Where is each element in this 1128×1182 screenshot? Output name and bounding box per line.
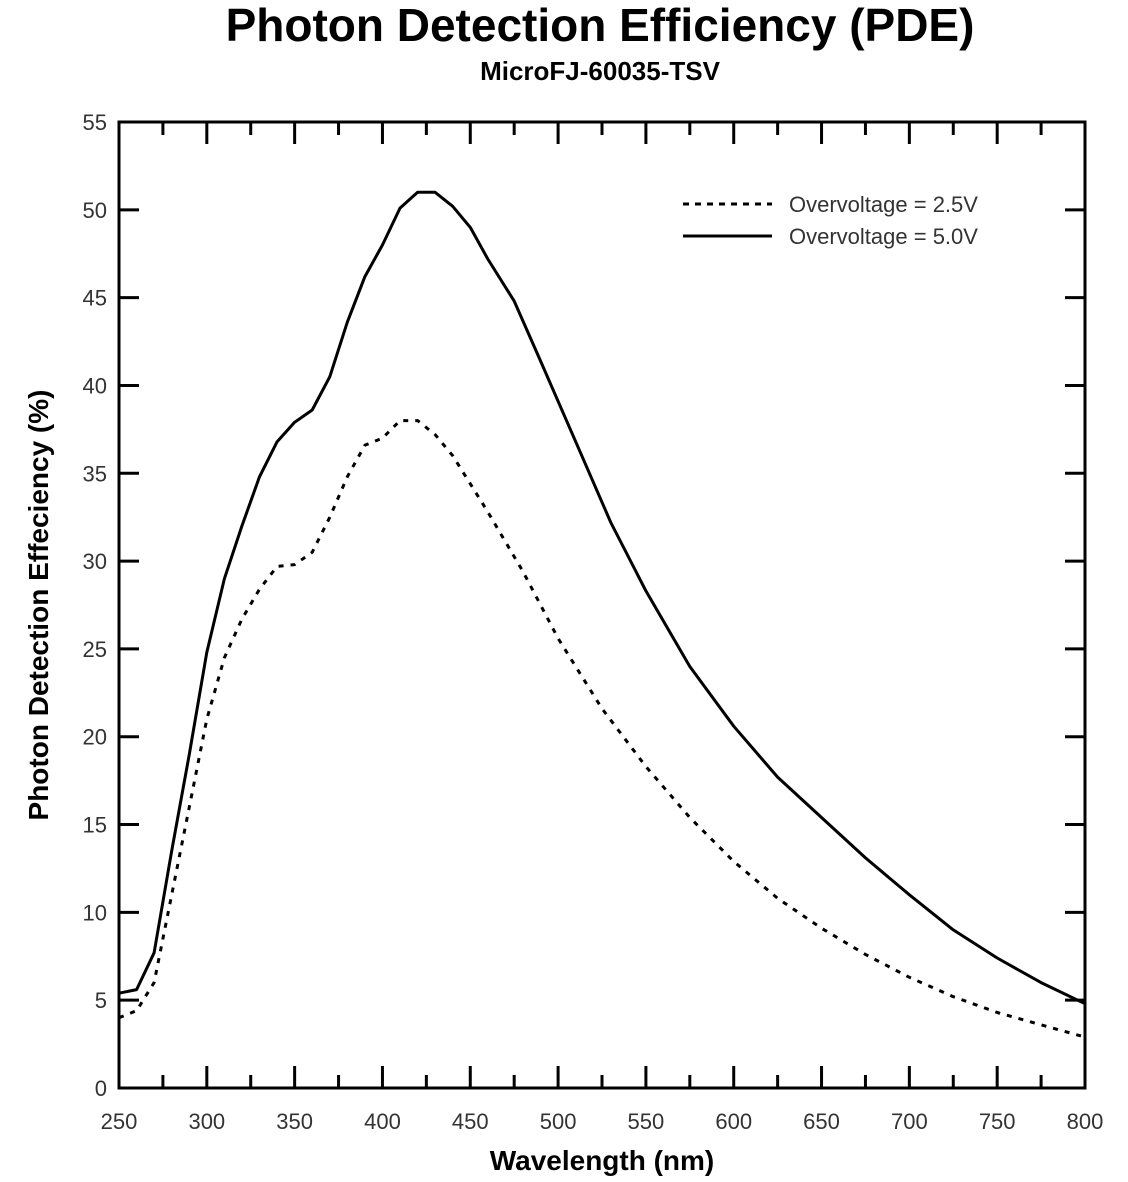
x-tick-label: 550 bbox=[628, 1109, 665, 1134]
y-tick-label: 30 bbox=[83, 549, 107, 574]
x-tick-label: 750 bbox=[979, 1109, 1016, 1134]
x-tick-label: 700 bbox=[891, 1109, 928, 1134]
series-line-2 bbox=[118, 190, 1086, 1006]
series-line-1 bbox=[118, 419, 1086, 1039]
y-tick-label: 40 bbox=[83, 373, 107, 398]
legend-label-series-1: Overvoltage = 2.5V bbox=[789, 192, 978, 217]
y-tick-label: 45 bbox=[83, 286, 107, 311]
y-tick-label: 10 bbox=[83, 900, 107, 925]
x-tick-label: 800 bbox=[1067, 1109, 1104, 1134]
y-tick-label: 20 bbox=[83, 725, 107, 750]
x-tick-label: 500 bbox=[540, 1109, 577, 1134]
y-tick-label: 5 bbox=[95, 988, 107, 1013]
x-tick-label: 250 bbox=[101, 1109, 138, 1134]
y-axis-title: Photon Detection Effeciency (%) bbox=[23, 390, 54, 821]
y-tick-label: 25 bbox=[83, 637, 107, 662]
chart-subtitle: MicroFJ-60035-TSV bbox=[480, 56, 720, 86]
x-tick-label: 650 bbox=[803, 1109, 840, 1134]
x-tick-labels: 250 300 350 400 450 500 550 600 650 700 750 800 bbox=[101, 1109, 1104, 1134]
y-tick-label: 50 bbox=[83, 198, 107, 223]
y-tick-label: 15 bbox=[83, 813, 107, 838]
y-tick-label: 0 bbox=[95, 1076, 107, 1101]
x-tick-label: 400 bbox=[364, 1109, 401, 1134]
y-tick-label: 55 bbox=[83, 110, 107, 135]
ticks-layer bbox=[117, 120, 1087, 1090]
x-axis-title: Wavelength (nm) bbox=[490, 1145, 715, 1176]
series-layer bbox=[118, 190, 1086, 1039]
y-tick-labels: 0 5 10 15 20 25 30 35 40 45 50 55 bbox=[83, 110, 107, 1101]
chart-title: Photon Detection Efficiency (PDE) bbox=[225, 0, 975, 51]
x-tick-label: 350 bbox=[276, 1109, 313, 1134]
x-tick-label: 300 bbox=[188, 1109, 225, 1134]
y-tick-label: 35 bbox=[83, 461, 107, 486]
legend-label-series-2: Overvoltage = 5.0V bbox=[789, 224, 978, 249]
x-tick-label: 450 bbox=[452, 1109, 489, 1134]
x-tick-label: 600 bbox=[715, 1109, 752, 1134]
plot-frame bbox=[117, 120, 1087, 1090]
legend: Overvoltage = 2.5V Overvoltage = 5.0V bbox=[683, 192, 978, 249]
